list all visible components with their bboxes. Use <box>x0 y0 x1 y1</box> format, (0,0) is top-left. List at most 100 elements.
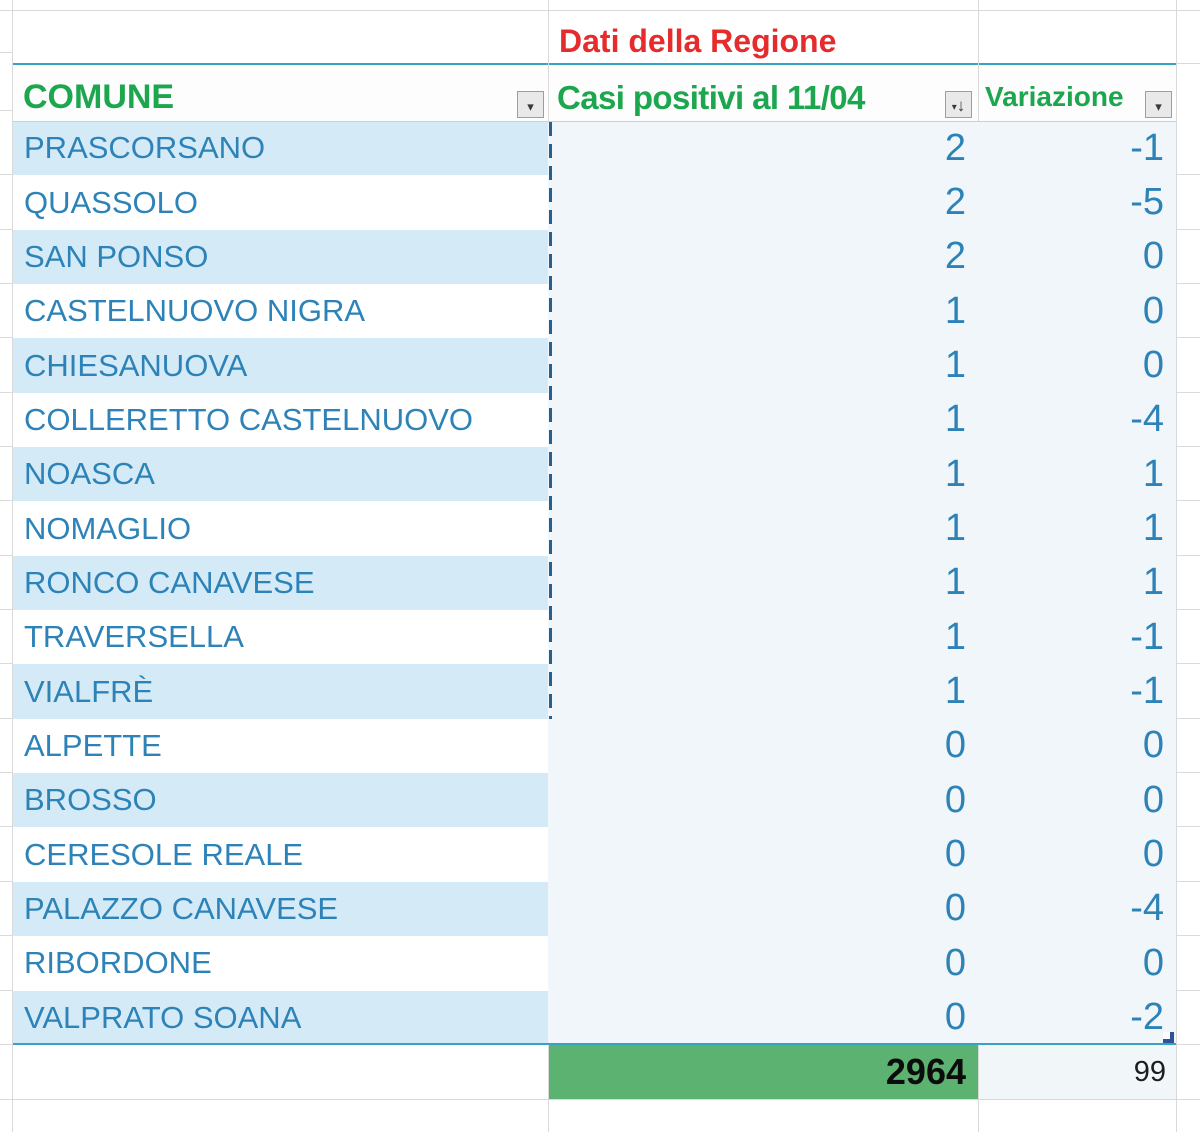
comune-cell[interactable]: CASTELNUOVO NIGRA <box>12 284 548 339</box>
comune-cell[interactable]: BROSSO <box>12 773 548 828</box>
gridline <box>1176 0 1177 1132</box>
casi-cell[interactable]: 0 <box>548 718 978 774</box>
comune-filter-button[interactable]: ▾ <box>517 91 544 118</box>
gridline-stub <box>1176 936 1200 991</box>
gridline-stub <box>1176 229 1200 285</box>
header-cell-casi-positivi[interactable]: Casi positivi al 11/04 ▾ ↓ <box>549 65 978 121</box>
table-bottom-border <box>12 1043 1176 1045</box>
variazione-cell[interactable]: 1 <box>978 501 1176 556</box>
gridline-stub <box>1176 338 1200 393</box>
gridline-stub <box>0 110 12 111</box>
casi-cell[interactable]: 1 <box>548 392 978 448</box>
comune-cell[interactable]: TRAVERSELLA <box>12 610 548 665</box>
casi-cell[interactable]: 1 <box>548 664 978 719</box>
comune-header-label: COMUNE <box>23 78 175 116</box>
resize-handle-notch <box>1163 1032 1170 1039</box>
comune-cell[interactable]: QUASSOLO <box>12 175 548 230</box>
comune-cell[interactable]: COLLERETTO CASTELNUOVO <box>12 392 548 448</box>
comune-cell[interactable]: ALPETTE <box>12 718 548 774</box>
variazione-cell[interactable]: -4 <box>978 881 1176 937</box>
casi-cell[interactable]: 2 <box>548 229 978 285</box>
variazione-cell[interactable]: 0 <box>978 284 1176 339</box>
comune-cell[interactable]: PRASCORSANO <box>12 121 548 176</box>
variazione-cell[interactable]: -2 <box>978 990 1176 1045</box>
variazione-cell[interactable]: 1 <box>978 447 1176 502</box>
gridline-stub <box>1176 501 1200 556</box>
table-row: NOMAGLIO 1 1 <box>0 501 1200 556</box>
comune-cell[interactable]: RIBORDONE <box>12 936 548 991</box>
casi-cell[interactable]: 1 <box>548 555 978 611</box>
casi-cell[interactable]: 1 <box>548 501 978 556</box>
variazione-cell[interactable]: 0 <box>978 718 1176 774</box>
region-title: Dati della Regione <box>559 23 837 59</box>
header-cell-variazione[interactable]: Variazione ▾ <box>979 65 1176 121</box>
comune-cell[interactable]: CHIESANUOVA <box>12 338 548 393</box>
casi-cell[interactable]: 2 <box>548 121 978 176</box>
variazione-cell[interactable]: 1 <box>978 555 1176 611</box>
casi-cell[interactable]: 1 <box>548 284 978 339</box>
casi-cell[interactable]: 1 <box>548 447 978 502</box>
variazione-cell[interactable]: -1 <box>978 610 1176 665</box>
gridline-stub <box>1176 447 1200 502</box>
total-casi-cell[interactable]: 2964 <box>549 1045 978 1099</box>
variazione-cell[interactable]: -1 <box>978 121 1176 176</box>
casi-cell[interactable]: 0 <box>548 773 978 828</box>
chevron-down-icon: ▾ <box>527 99 534 114</box>
comune-cell[interactable]: NOASCA <box>12 447 548 502</box>
comune-cell[interactable]: VALPRATO SOANA <box>12 990 548 1045</box>
comune-cell[interactable]: VIALFRÈ <box>12 664 548 719</box>
casi-cell[interactable]: 0 <box>548 827 978 882</box>
header-cell-comune[interactable]: COMUNE ▾ <box>13 65 548 121</box>
variazione-cell[interactable]: 0 <box>978 936 1176 991</box>
variazione-cell[interactable]: -4 <box>978 392 1176 448</box>
gridline-stub <box>0 52 12 53</box>
table-row: CERESOLE REALE 0 0 <box>0 827 1200 882</box>
casi-cell[interactable]: 0 <box>548 936 978 991</box>
table-row: VALPRATO SOANA 0 -2 <box>0 990 1200 1045</box>
gridline-stub <box>0 392 12 448</box>
gridline-stub <box>0 990 12 1045</box>
gridline-stub <box>1176 990 1200 1045</box>
table-resize-handle[interactable] <box>1163 1032 1174 1043</box>
table-row: BROSSO 0 0 <box>0 773 1200 828</box>
region-title-cell[interactable]: Dati della Regione <box>549 11 978 63</box>
table-row: PRASCORSANO 2 -1 <box>0 121 1200 176</box>
variazione-filter-button[interactable]: ▾ <box>1145 91 1172 118</box>
gridline-stub <box>0 664 12 719</box>
comune-cell[interactable]: PALAZZO CANAVESE <box>12 881 548 937</box>
gridline-stub <box>0 338 12 393</box>
variazione-cell[interactable]: -1 <box>978 664 1176 719</box>
gridline-stub <box>0 175 12 230</box>
variazione-cell[interactable]: 0 <box>978 773 1176 828</box>
gridline-stub <box>0 501 12 556</box>
table-row: QUASSOLO 2 -5 <box>0 175 1200 230</box>
table-row: SAN PONSO 2 0 <box>0 229 1200 285</box>
comune-cell[interactable]: RONCO CANAVESE <box>12 555 548 611</box>
gridline-stub <box>0 773 12 828</box>
casi-cell[interactable]: 2 <box>548 175 978 230</box>
casi-cell[interactable]: 0 <box>548 881 978 937</box>
variazione-cell[interactable]: -5 <box>978 175 1176 230</box>
chevron-down-icon: ▾ <box>951 102 957 113</box>
comune-cell[interactable]: SAN PONSO <box>12 229 548 285</box>
table-row: COLLERETTO CASTELNUOVO 1 -4 <box>0 392 1200 448</box>
casi-sort-filter-button[interactable]: ▾ ↓ <box>945 91 972 118</box>
sort-descending-icon: ↓ <box>956 96 966 115</box>
variazione-cell[interactable]: 0 <box>978 338 1176 393</box>
casi-cell[interactable]: 1 <box>548 338 978 393</box>
table-row: CASTELNUOVO NIGRA 1 0 <box>0 284 1200 339</box>
gridline-stub <box>0 121 12 176</box>
comune-cell[interactable]: CERESOLE REALE <box>12 827 548 882</box>
gridline-stub <box>0 610 12 665</box>
header-bottom-gridline <box>12 121 1176 122</box>
table-row: ALPETTE 0 0 <box>0 718 1200 774</box>
variazione-cell[interactable]: 0 <box>978 229 1176 285</box>
comune-cell[interactable]: NOMAGLIO <box>12 501 548 556</box>
casi-header-label: Casi positivi al 11/04 <box>557 79 865 116</box>
gridline-stub <box>1176 392 1200 448</box>
casi-cell[interactable]: 0 <box>548 990 978 1045</box>
variazione-cell[interactable]: 0 <box>978 827 1176 882</box>
casi-cell[interactable]: 1 <box>548 610 978 665</box>
total-variazione-cell[interactable]: 99 <box>979 1045 1176 1099</box>
